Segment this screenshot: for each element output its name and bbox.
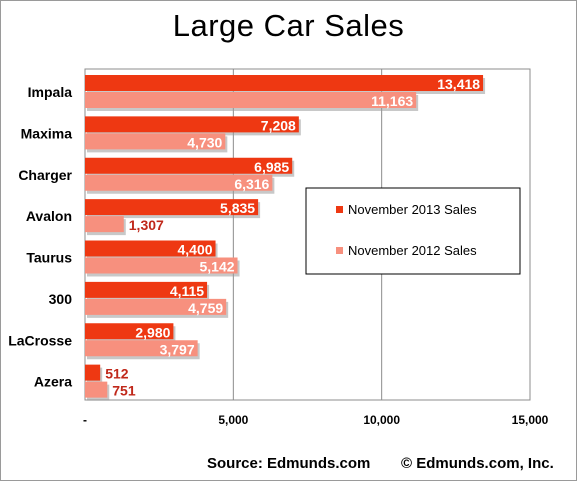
bar-value-label: 7,208 xyxy=(261,117,296,133)
bar xyxy=(85,364,101,381)
bar-value-label: 5,835 xyxy=(220,200,255,216)
bar xyxy=(85,340,198,357)
legend-swatch xyxy=(336,206,343,213)
bar xyxy=(85,381,108,398)
legend-label: November 2012 Sales xyxy=(348,243,477,258)
source-note: Source: Edmunds.com xyxy=(207,455,371,472)
bar-value-label: 512 xyxy=(105,366,129,382)
bar-value-label: 2,980 xyxy=(135,324,170,340)
bar xyxy=(85,116,299,133)
category-label: Taurus xyxy=(26,250,72,266)
bar-value-label: 1,307 xyxy=(129,217,164,233)
category-label: Avalon xyxy=(26,208,72,224)
bar xyxy=(85,133,226,150)
bar xyxy=(85,257,238,274)
x-tick-label: 5,000 xyxy=(218,413,248,427)
x-tick-label: - xyxy=(83,413,87,427)
x-tick-label: 10,000 xyxy=(363,413,400,427)
bar xyxy=(85,157,293,174)
category-label: Maxima xyxy=(21,125,73,141)
bar xyxy=(85,323,174,340)
bar-value-label: 4,115 xyxy=(170,283,204,299)
bar xyxy=(85,174,273,191)
category-label: Azera xyxy=(34,374,72,390)
category-label: Charger xyxy=(18,167,72,183)
bar-value-label: 4,730 xyxy=(187,134,222,150)
bar-value-label: 4,759 xyxy=(188,300,223,316)
chart-title: Large Car Sales xyxy=(172,8,405,43)
bar xyxy=(85,199,259,216)
bar-value-label: 6,316 xyxy=(234,176,269,192)
bar-value-label: 751 xyxy=(112,383,136,399)
bar-value-label: 13,418 xyxy=(437,76,480,92)
bar-value-label: 3,797 xyxy=(160,341,195,357)
bar xyxy=(85,298,227,315)
bar xyxy=(85,240,216,257)
bar xyxy=(85,75,484,91)
x-axis-ticks: - 5,000 10,000 15,000 xyxy=(83,413,549,427)
legend-label: November 2013 Sales xyxy=(348,202,477,217)
category-label: Impala xyxy=(28,84,73,100)
category-labels: Impala Maxima Charger Avalon Taurus 300 LaCros… xyxy=(8,84,72,390)
legend-box xyxy=(305,187,521,275)
legend-swatch xyxy=(336,247,343,254)
bar-value-label: 6,985 xyxy=(254,159,289,175)
bar xyxy=(85,216,124,233)
copyright-note: © Edmunds.com, Inc. xyxy=(401,455,554,472)
x-tick-label: 15,000 xyxy=(512,413,549,427)
category-label: LaCrosse xyxy=(8,332,72,348)
bar xyxy=(85,281,208,298)
category-label: 300 xyxy=(49,291,73,307)
bar-value-label: 5,142 xyxy=(199,259,234,275)
bar xyxy=(85,92,417,108)
bar-value-label: 11,163 xyxy=(371,93,413,109)
bar-value-label: 4,400 xyxy=(177,242,212,258)
legend: November 2013 Sales November 2012 Sales xyxy=(305,187,521,275)
